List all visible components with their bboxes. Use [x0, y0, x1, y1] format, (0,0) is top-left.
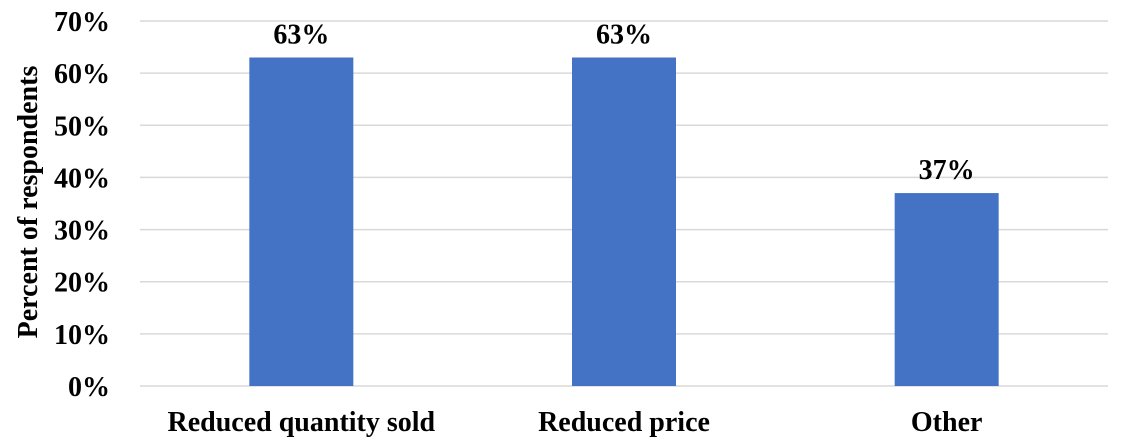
bar [894, 193, 999, 386]
y-axis-title: Percent of respondents [13, 66, 44, 339]
y-tick-label: 30% [54, 216, 110, 247]
y-tick-label: 10% [54, 320, 110, 351]
x-axis-ticks: Reduced quantity sold Reduced price Other [168, 407, 983, 438]
bars [249, 57, 999, 386]
y-tick-label: 60% [54, 59, 110, 90]
x-category-label: Reduced quantity sold [168, 407, 436, 438]
bar-data-label: 63% [596, 20, 652, 51]
x-category-label: Reduced price [538, 407, 710, 438]
y-tick-label: 40% [54, 163, 110, 194]
data-labels: 63% 63% 37% [273, 20, 974, 187]
y-tick-label: 20% [54, 268, 110, 299]
y-axis-ticks: 0% 10% 20% 30% 40% 50% 60% 70% [54, 7, 110, 403]
bar [572, 57, 676, 386]
x-category-label: Other [911, 407, 983, 438]
y-tick-label: 50% [54, 111, 110, 142]
y-tick-label: 70% [54, 7, 110, 38]
y-tick-label: 0% [68, 372, 110, 403]
bar [249, 57, 354, 386]
bar-data-label: 37% [919, 155, 975, 186]
bar-data-label: 63% [273, 20, 329, 51]
